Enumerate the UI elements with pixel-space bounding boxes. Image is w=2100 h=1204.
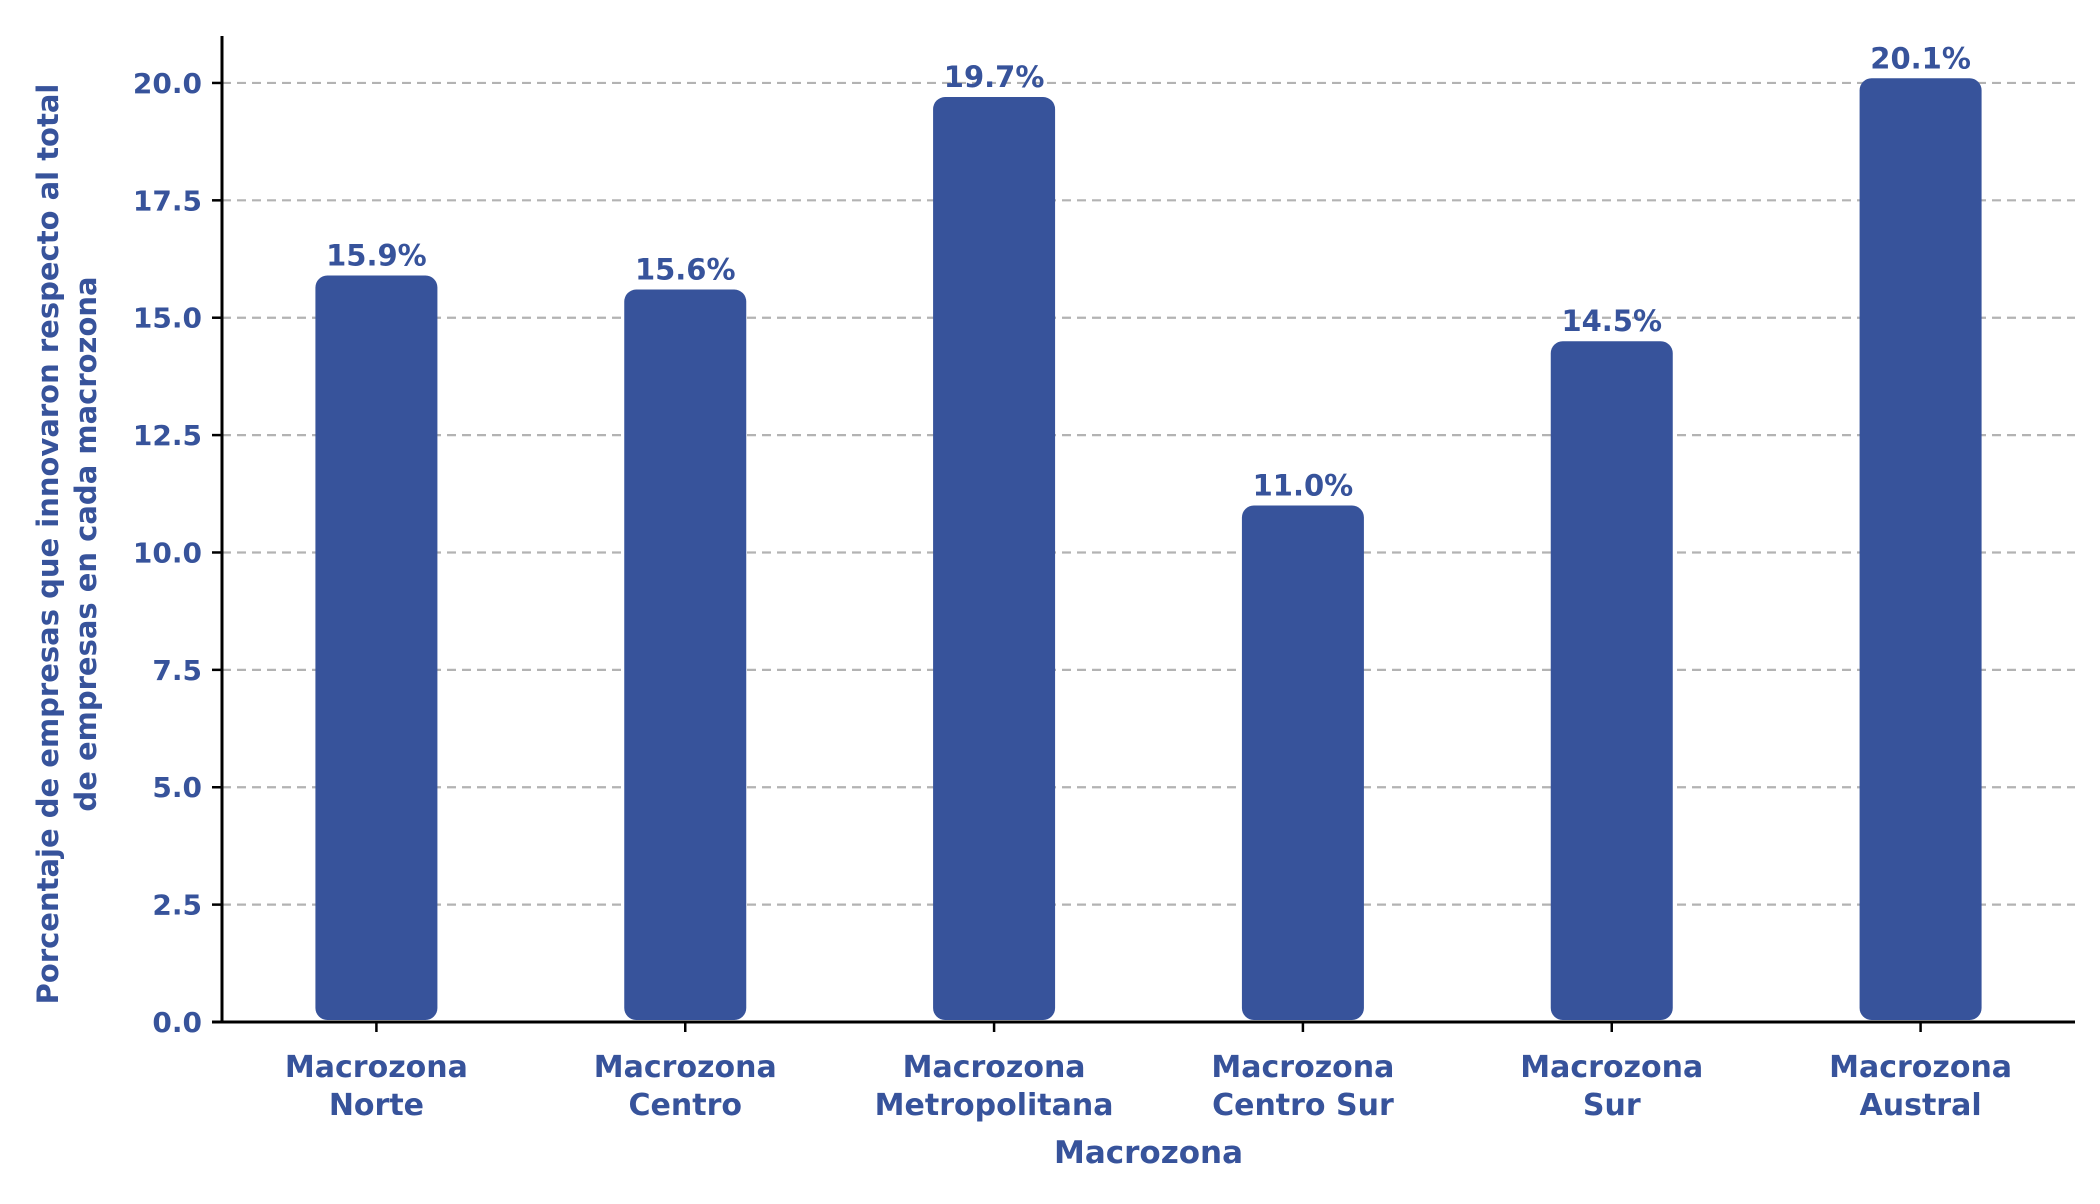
x-tick-label: Macrozona — [594, 1050, 777, 1085]
data-label: 19.7% — [944, 60, 1045, 94]
x-tick-label: Sur — [1583, 1088, 1641, 1123]
y-tick-label: 0.0 — [152, 1006, 202, 1039]
y-tick-label: 17.5 — [133, 184, 202, 217]
x-tick-label: Macrozona — [1211, 1050, 1394, 1085]
x-tick-label: Norte — [329, 1088, 424, 1123]
bar — [1241, 505, 1364, 1020]
y-tick-label: 15.0 — [133, 302, 202, 335]
x-tick-label: Macrozona — [285, 1050, 468, 1085]
bar — [933, 97, 1056, 1021]
data-label: 20.1% — [1870, 41, 1971, 75]
y-tick-label: 10.0 — [133, 536, 202, 569]
bar — [315, 275, 438, 1020]
y-tick-label: 7.5 — [152, 654, 202, 687]
y-tick-label: 12.5 — [133, 419, 202, 452]
x-tick-label: Macrozona — [1829, 1050, 2012, 1085]
data-label: 11.0% — [1253, 469, 1354, 503]
bar — [624, 289, 747, 1020]
gridlines — [222, 81, 2075, 906]
y-tick-label: 2.5 — [152, 889, 202, 922]
data-label: 15.9% — [326, 238, 427, 272]
y-axis-title: Porcentaje de empresas que innovaron res… — [31, 84, 65, 1005]
y-tick-label: 20.0 — [133, 67, 202, 100]
bars — [315, 78, 1982, 1021]
bar — [1550, 341, 1673, 1020]
x-tick-label: Centro — [629, 1088, 742, 1123]
x-tick-label: Macrozona — [1520, 1050, 1703, 1085]
x-axis-title: Macrozona — [1054, 1135, 1243, 1171]
axes — [212, 36, 2075, 1032]
data-label: 14.5% — [1561, 304, 1662, 338]
x-tick-label: Austral — [1860, 1088, 1982, 1123]
x-tick-label: Centro Sur — [1212, 1088, 1394, 1123]
bar — [1859, 78, 1982, 1020]
y-tick-label: 5.0 — [152, 771, 202, 804]
x-tick-label: Macrozona — [903, 1050, 1086, 1085]
x-tick-label: Metropolitana — [875, 1088, 1114, 1123]
data-label: 15.6% — [635, 253, 736, 287]
labels: 0.0 2.5 5.0 7.5 10.0 12.5 15.0 17.5 20.0 15.9% Mac… — [31, 41, 2012, 1171]
y-axis-title: de empresas en cada macrozona — [69, 276, 103, 811]
